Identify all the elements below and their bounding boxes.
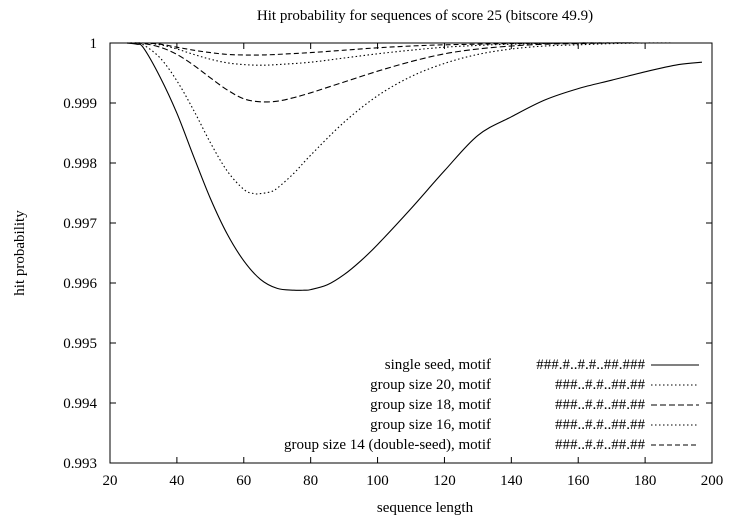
series-line	[126, 42, 702, 66]
legend-motif: ###..#.#..##.##	[555, 377, 646, 393]
y-tick-label: 1	[90, 36, 98, 52]
y-tick-label: 0.997	[63, 216, 97, 232]
x-tick-label: 120	[433, 473, 456, 489]
legend-motif: ###..#.#..##.##	[555, 417, 646, 433]
legend-series-name: group size 20, motif	[370, 377, 491, 393]
y-axis-label: hit probability	[12, 210, 28, 296]
x-tick-label: 40	[169, 473, 184, 489]
x-tick-label: 20	[103, 473, 118, 489]
legend-series-name: group size 14 (double-seed), motif	[284, 437, 491, 453]
chart-title: Hit probability for sequences of score 2…	[257, 8, 593, 24]
y-tick-label: 0.998	[63, 156, 97, 172]
series-line	[126, 42, 702, 195]
x-tick-label: 60	[236, 473, 251, 489]
x-tick-label: 200	[701, 473, 724, 489]
x-tick-label: 180	[634, 473, 657, 489]
series-line	[126, 42, 702, 56]
y-tick-label: 0.999	[63, 96, 97, 112]
legend-motif: ###..#.#..##.##	[555, 397, 646, 413]
x-tick-label: 160	[567, 473, 590, 489]
series-line	[126, 42, 703, 291]
x-tick-label: 80	[303, 473, 318, 489]
legend-motif: ###..#.#..##.##	[555, 437, 646, 453]
y-tick-label: 0.995	[63, 336, 97, 352]
legend: single seed, motif ###.#..#.#..##.### grou…	[284, 357, 699, 453]
plot-frame	[109, 42, 713, 464]
legend-motif: ###.#..#.#..##.###	[536, 357, 645, 373]
legend-series-name: single seed, motif	[385, 357, 491, 373]
x-tick-label: 140	[500, 473, 523, 489]
series-layer	[126, 42, 703, 291]
legend-series-name: group size 16, motif	[370, 417, 491, 433]
x-tick-label: 100	[366, 473, 389, 489]
y-tick-label: 0.993	[63, 456, 97, 472]
x-axis-label: sequence length	[377, 500, 474, 516]
series-line	[126, 42, 702, 103]
legend-series-name: group size 18, motif	[370, 397, 491, 413]
y-tick-label: 0.996	[63, 276, 97, 292]
y-tick-label: 0.994	[63, 396, 97, 412]
